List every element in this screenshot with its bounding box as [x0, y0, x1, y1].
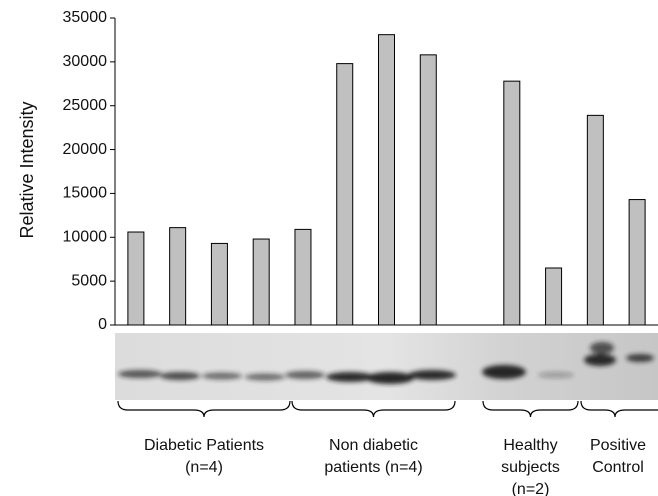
- bar: [337, 64, 353, 325]
- y-tick-label: 10000: [63, 229, 108, 246]
- page: Relative Intensity 0 5000 10000 15000 20000 2…: [0, 0, 658, 496]
- group-label: (n=2): [512, 481, 550, 496]
- bar: [128, 232, 144, 325]
- y-tick-label: 0: [98, 316, 107, 333]
- bar: [546, 268, 562, 325]
- bar: [295, 229, 311, 325]
- y-tick-label: 5000: [71, 272, 107, 289]
- blot-background: [115, 333, 658, 400]
- group-label: (n=4): [185, 459, 223, 476]
- group-label: Control: [592, 459, 644, 476]
- bar: [211, 243, 227, 325]
- group-brace: [581, 401, 658, 417]
- group-label: patients (n=4): [324, 459, 422, 476]
- group-label: Non diabetic: [329, 437, 418, 454]
- group-label: Healthy: [503, 437, 557, 454]
- group-brace: [292, 401, 455, 417]
- group-label: Diabetic Patients: [144, 437, 264, 454]
- y-tick-label: 35000: [63, 9, 108, 26]
- western-blot: [115, 333, 658, 400]
- bar: [504, 81, 520, 325]
- group-brace: [118, 401, 290, 417]
- bar: [420, 55, 436, 325]
- y-axis-label: Relative Intensity: [17, 101, 37, 238]
- bar: [253, 239, 269, 325]
- group-label: subjects: [501, 459, 560, 476]
- bar: [629, 200, 645, 325]
- group-brace: [483, 401, 578, 417]
- y-tick-label: 20000: [63, 141, 108, 158]
- bar: [170, 228, 186, 325]
- bar: [379, 35, 395, 325]
- y-tick-label: 15000: [63, 185, 108, 202]
- group-label: Positive: [590, 437, 646, 454]
- y-tick-label: 30000: [63, 53, 108, 70]
- chart: Relative Intensity 0 5000 10000 15000 20000 2…: [0, 0, 658, 496]
- bar: [587, 115, 603, 325]
- y-tick-label: 25000: [63, 97, 108, 114]
